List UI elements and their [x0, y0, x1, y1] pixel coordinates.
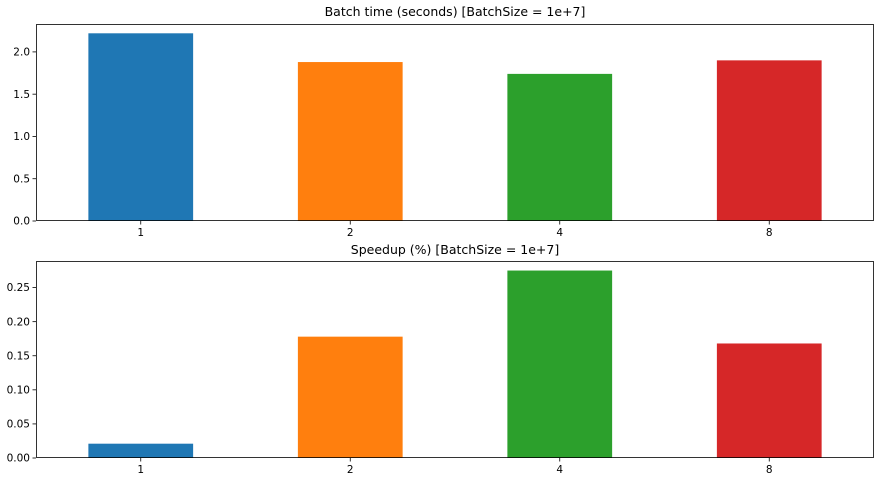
- speedup-chart: Speedup (%) [BatchSize = 1e+7] 0.00 0.05 0…: [7, 242, 874, 476]
- x-tick-label: 8: [766, 464, 773, 476]
- chart-title: Speedup (%) [BatchSize = 1e+7]: [351, 242, 559, 257]
- bar-1: [88, 33, 194, 221]
- bar-8: [716, 60, 822, 221]
- x-tick-label: 2: [347, 464, 354, 476]
- y-tick-label: 0.00: [7, 453, 30, 465]
- bar-2: [297, 62, 403, 221]
- y-tick-label: 0.15: [7, 350, 30, 362]
- x-tick-label: 4: [556, 464, 563, 476]
- x-tick-label: 4: [556, 227, 563, 239]
- y-tick-label: 2.0: [13, 47, 30, 59]
- x-tick-label: 8: [766, 227, 773, 239]
- axes-frame: [36, 261, 874, 458]
- x-tick-label: 1: [137, 227, 144, 239]
- y-tick-label: 0.5: [13, 173, 30, 185]
- y-tick-label: 0.20: [7, 316, 30, 328]
- y-tick-label: 1.0: [13, 131, 30, 143]
- bar-1: [88, 443, 194, 458]
- bar-8: [716, 343, 822, 458]
- y-tick-label: 0.25: [7, 282, 30, 294]
- bar-4: [507, 73, 613, 221]
- y-tick-label: 0.05: [7, 419, 30, 431]
- x-tick-label: 2: [347, 227, 354, 239]
- bar-4: [507, 270, 613, 458]
- x-tick-label: 1: [137, 464, 144, 476]
- bar-2: [297, 336, 403, 458]
- batch-time-chart: Batch time (seconds) [BatchSize = 1e+7] …: [13, 4, 874, 239]
- axes-frame: [36, 24, 874, 221]
- y-tick-label: 0.10: [7, 384, 30, 396]
- chart-title: Batch time (seconds) [BatchSize = 1e+7]: [325, 4, 586, 19]
- y-tick-label: 1.5: [13, 89, 30, 101]
- y-tick-label: 0.0: [13, 216, 30, 228]
